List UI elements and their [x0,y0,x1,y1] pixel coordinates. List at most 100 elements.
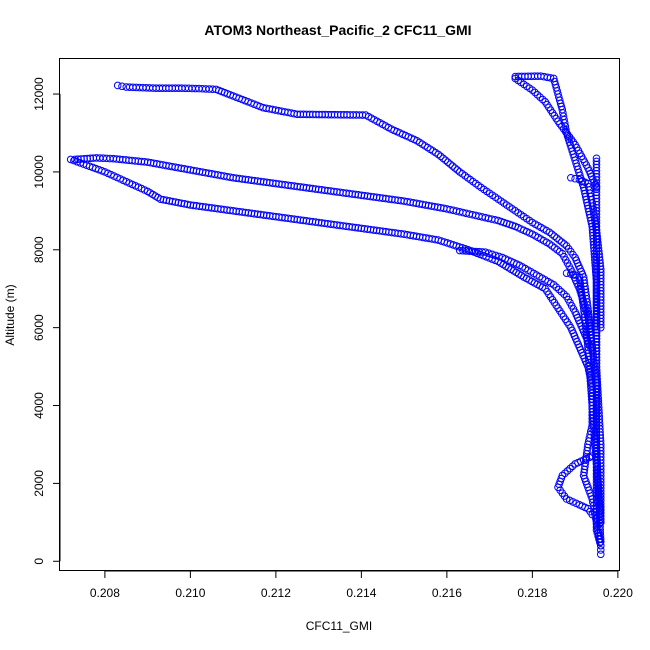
data-point [596,534,605,543]
x-tick-label: 0.212 [261,586,291,600]
data-point [70,156,78,165]
data-point [545,240,554,248]
data-point [580,313,589,321]
data-point [538,95,547,104]
data-series [554,452,597,519]
data-point [588,510,597,519]
data-point [550,232,559,240]
data-point [596,546,605,554]
data-series [511,74,601,192]
data-point [533,91,542,99]
data-point [555,285,563,294]
data-point [594,480,603,488]
y-tick-label: 8000 [32,236,46,263]
data-point [484,249,493,258]
chart-title: ATOM3 Northeast_Pacific_2 CFC11_GMI [204,22,471,38]
data-point [563,467,572,475]
data-point [434,150,443,159]
data-point [595,495,603,504]
data-point [596,519,604,528]
data-point [593,464,602,473]
data-point [528,86,537,94]
data-point [582,328,591,336]
data-point [594,483,603,491]
data-point [594,489,603,497]
data-point [596,531,605,540]
data-point [581,316,589,324]
plot-frame [59,58,620,571]
data-point [113,81,122,90]
x-tick-label: 0.210 [175,586,205,600]
data-point [453,166,462,174]
data-point [596,323,605,332]
data-point [595,504,604,513]
data-point [593,452,601,461]
data-point [583,337,592,345]
data-point [581,319,590,327]
data-series [66,155,605,550]
data-point [560,240,568,248]
data-point [582,325,590,333]
data-point [571,271,579,279]
data-point [591,255,599,264]
data-point [596,537,605,546]
data-series [113,81,605,559]
data-point [580,307,588,315]
data-point [595,507,604,516]
data-point [536,93,544,101]
data-point [553,245,561,254]
data-point [557,238,566,246]
data-point [557,288,566,296]
data-point [595,501,603,510]
data-point [448,162,457,170]
data-point [593,455,601,464]
data-point [596,550,605,559]
data-point [591,258,599,267]
data-point [583,340,592,348]
data-point [580,310,589,318]
data-point [488,250,496,259]
data-point [581,322,590,330]
data-point [491,251,500,260]
data-point [555,236,564,244]
data-point [595,498,603,507]
data-point [568,462,577,471]
data-point [592,440,601,449]
data-point [548,242,556,250]
data-point [596,516,604,525]
data-point [592,443,601,452]
data-point [66,155,75,164]
plot-points [66,72,605,559]
data-point [552,283,561,291]
y-tick-label: 4000 [32,392,46,419]
data-point [531,88,539,97]
data-point [596,320,605,329]
data-point [596,522,604,531]
data-point [444,158,452,166]
data-series [71,154,597,351]
data-point [548,230,556,239]
y-tick-label: 10000 [32,155,46,189]
x-tick-label: 0.220 [603,586,633,600]
data-point [594,486,603,494]
data-point [595,510,604,519]
data-point [583,334,591,342]
data-point [567,173,575,182]
x-axis: 0.208 0.210 0.212 0.214 0.216 0.218 0.220 [90,570,633,600]
data-point [580,468,588,477]
data-point [481,248,490,256]
data-point [566,464,574,473]
data-point [594,492,603,500]
y-tick-label: 12000 [32,77,46,111]
data-point [571,174,579,183]
data-series [592,154,605,546]
x-tick-label: 0.218 [517,586,547,600]
data-series [455,246,597,355]
data-point [549,281,558,289]
data-point [451,164,459,172]
data-point [562,269,571,277]
data-point [552,234,561,242]
y-tick-label: 2000 [32,470,46,497]
x-axis-title: CFC11_GMI [306,619,372,633]
